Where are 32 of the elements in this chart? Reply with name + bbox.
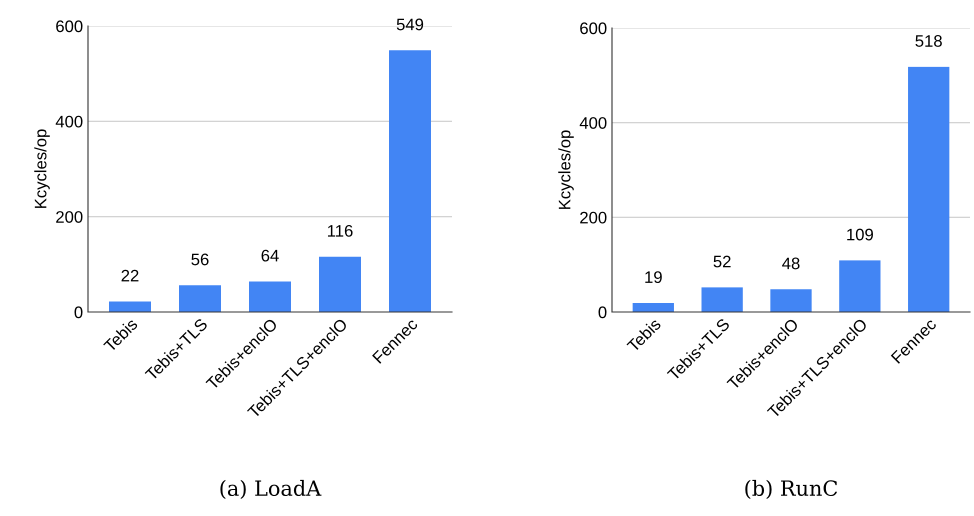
y-tick-label: 0 <box>598 306 606 318</box>
data-label: 48 <box>782 258 800 270</box>
y-tick-label: 600 <box>580 22 606 34</box>
bar <box>249 281 291 312</box>
bar <box>770 289 812 312</box>
bar <box>179 285 221 312</box>
bar <box>389 50 431 312</box>
data-label: 109 <box>847 228 873 240</box>
y-tick-label: 600 <box>56 20 82 32</box>
y-tick-label: 400 <box>580 117 606 129</box>
bar <box>109 302 151 312</box>
y-tick-label: 200 <box>56 211 82 223</box>
text: (b) RunC <box>745 480 838 499</box>
y-axis-title: Kcycles/op <box>558 130 574 209</box>
data-label: 56 <box>191 254 209 266</box>
data-label: 549 <box>396 18 424 30</box>
data-label: 64 <box>262 250 279 262</box>
data-label: 52 <box>714 256 731 268</box>
data-label: 518 <box>915 35 942 47</box>
data-label: 22 <box>122 270 138 282</box>
text: (a) LoadA <box>220 480 322 499</box>
y-tick-label: 200 <box>580 212 606 224</box>
bar <box>319 256 361 312</box>
y-tick-label: 400 <box>56 116 82 128</box>
bar <box>702 287 743 312</box>
data-label: 116 <box>328 224 353 237</box>
bar <box>839 260 880 312</box>
bar <box>632 303 674 312</box>
y-axis-title: Kcycles/op <box>34 129 50 208</box>
bar <box>908 66 950 312</box>
y-tick-label: 0 <box>74 306 82 318</box>
data-label: 19 <box>645 271 662 284</box>
